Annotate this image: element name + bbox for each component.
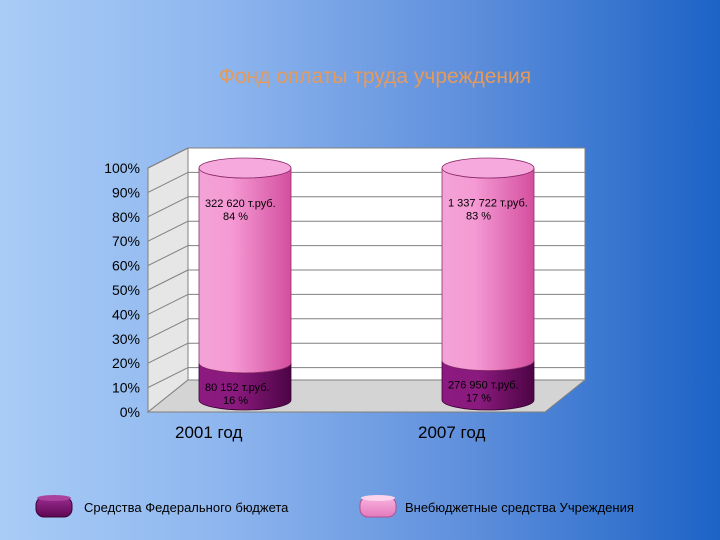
- legend-label-federal: Средства Федерального бюджета: [84, 500, 289, 515]
- y-tick-label: 60%: [112, 258, 140, 274]
- gridline-side: [147, 245, 189, 267]
- y-tick-label: 80%: [112, 209, 140, 225]
- gridline-side: [147, 220, 189, 242]
- data-label-value: 80 152 т.руб.: [205, 382, 270, 394]
- gridline-side: [147, 147, 189, 169]
- legend-item-federal: Средства Федерального бюджета: [35, 495, 289, 518]
- gridline-side: [147, 171, 189, 193]
- gridline-side: [147, 269, 189, 291]
- legend-swatch-federal-top: [37, 495, 71, 501]
- gridline-side: [147, 293, 189, 315]
- y-tick-label: 40%: [112, 306, 140, 322]
- data-label-value: 322 620 т.руб.: [205, 198, 276, 210]
- x-tick-label: 2001 год: [175, 423, 242, 442]
- y-tick-label: 70%: [112, 233, 140, 249]
- legend-label-extrabudget: Внебюджетные средства Учреждения: [405, 500, 634, 515]
- y-tick-label: 30%: [112, 331, 140, 347]
- y-tick-label: 100%: [104, 160, 140, 176]
- y-tick-label: 20%: [112, 355, 140, 371]
- gridline-side: [147, 342, 189, 364]
- bar-top-2: [441, 157, 535, 179]
- legend: Средства Федерального бюджета Внебюджетн…: [35, 495, 634, 518]
- y-tick-label: 50%: [112, 282, 140, 298]
- legend-swatch-extrabudget-top: [361, 495, 395, 501]
- y-axis-ticks: 0% 10% 20% 30% 40% 50% 60% 70% 80% 90% 100%: [104, 160, 140, 420]
- data-label-percent: 17 %: [466, 393, 491, 405]
- data-label-percent: 84 %: [223, 211, 248, 223]
- x-axis-ticks: 2001 год 2007 год: [175, 423, 485, 442]
- gridline-side: [147, 318, 189, 340]
- y-tick-label: 90%: [112, 184, 140, 200]
- legend-item-extrabudget: Внебюджетные средства Учреждения: [359, 495, 634, 518]
- y-tick-label: 10%: [112, 380, 140, 396]
- gridline-side: [147, 367, 189, 389]
- chart-title: Фонд оплаты труда учреждения: [219, 65, 531, 88]
- x-tick-label: 2007 год: [418, 423, 485, 442]
- data-label-percent: 83 %: [466, 211, 491, 223]
- y-tick-label: 0%: [120, 404, 140, 420]
- data-label-value: 276 950 т.руб.: [448, 380, 519, 392]
- data-label-percent: 16 %: [223, 395, 248, 407]
- bar-top-1: [198, 157, 292, 179]
- data-labels: 80 152 т.руб.16 % 322 620 т.руб.84 % 276 9…: [205, 198, 528, 407]
- gridline-side: [147, 196, 189, 218]
- bars: [198, 157, 535, 411]
- data-label-value: 1 337 722 т.руб.: [448, 198, 528, 210]
